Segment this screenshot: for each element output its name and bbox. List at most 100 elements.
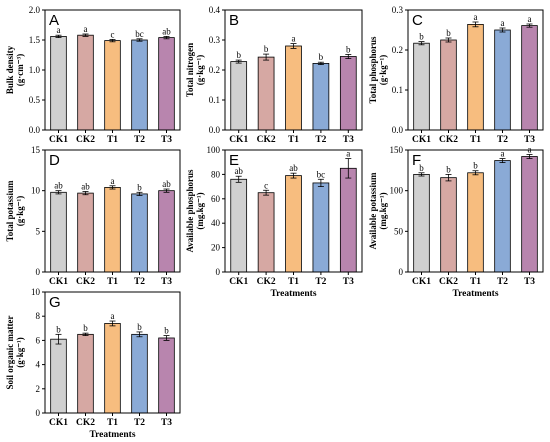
y-tick-label: 0.1 [209, 95, 220, 105]
significance-letter: b [264, 44, 269, 54]
plot-frame [44, 291, 181, 414]
y-axis-unit: (g·kg⁻¹) [378, 55, 388, 85]
y-axis-title: Total nitrogen [185, 43, 195, 97]
y-tick-label: 80 [211, 169, 221, 179]
y-tick-label: 0.4 [209, 5, 221, 15]
x-axis-title: Treatments [270, 289, 316, 299]
bar-t3 [521, 156, 538, 273]
y-tick-label: 0 [399, 267, 404, 277]
x-tick-label: CK1 [49, 418, 68, 428]
x-tick-label: T2 [134, 277, 145, 287]
panel-label: F [412, 152, 421, 169]
bar-ck2 [257, 56, 275, 131]
x-tick-label: T2 [134, 418, 145, 428]
x-tick-label: CK2 [257, 277, 276, 287]
significance-letter: a [501, 18, 505, 28]
bar-ck1 [413, 173, 430, 273]
significance-letter: ab [54, 181, 63, 191]
y-tick-label: 0.3 [209, 35, 221, 45]
x-tick-label: CK2 [439, 277, 458, 287]
x-tick-label: CK2 [439, 135, 458, 145]
y-tick-label: 40 [211, 218, 221, 228]
bar-t1 [285, 175, 302, 273]
bar-ck2 [257, 192, 275, 273]
significance-letter: c [264, 180, 268, 190]
significance-letter: ab [81, 181, 90, 191]
x-tick-label: T1 [107, 418, 118, 428]
significance-letter: a [292, 34, 296, 44]
plot-frame [224, 9, 363, 131]
significance-letter: b [83, 323, 88, 333]
bar-ck2 [77, 192, 94, 273]
bar-ck1 [413, 42, 430, 131]
bar-t3 [521, 25, 538, 131]
panel-f: 0 50 100 150 b CK1 b CK2 b T1 a T2 a T3 F Available pot… [368, 144, 544, 299]
x-tick-label: T3 [161, 418, 172, 428]
bar-t2 [131, 193, 148, 273]
y-tick-label: 100 [207, 145, 221, 155]
significance-letter: b [236, 50, 241, 60]
bar-t3 [339, 167, 357, 273]
x-tick-label: CK2 [76, 277, 95, 287]
bar-ck2 [440, 177, 457, 273]
panel-label: G [49, 294, 61, 311]
significance-letter: ab [289, 163, 298, 173]
significance-letter: b [419, 163, 424, 173]
bar-ck2 [77, 34, 94, 131]
panel-a: 0.0 0.5 1.0 1.5 2.0 a CK1 a CK2 c T1 bc T2 ab T3 A Bulk … [5, 5, 181, 145]
x-tick-label: CK1 [229, 277, 248, 287]
y-axis-unit: (mg.kg⁻¹) [378, 192, 388, 229]
panel-label: B [229, 12, 239, 29]
y-tick-label: 10 [31, 186, 41, 196]
y-tick-label: 0 [36, 408, 41, 418]
bar-t1 [467, 172, 484, 273]
bar-ck2 [77, 333, 94, 414]
y-axis-unit: (g·kg⁻¹) [15, 337, 25, 367]
x-tick-label: T2 [497, 135, 508, 145]
y-axis-title: Total potassium [5, 180, 15, 241]
panel-label: E [229, 152, 239, 169]
y-axis-unit: (g·cm⁻³) [15, 54, 25, 86]
y-tick-label: 0.3 [392, 5, 404, 15]
significance-letter: a [528, 144, 532, 154]
y-axis-unit: (g·kg⁻¹) [15, 196, 25, 226]
significance-letter: a [501, 149, 505, 159]
x-tick-label: T1 [288, 277, 299, 287]
y-axis-unit: (mg.kg⁻¹) [195, 192, 205, 229]
bar-t2 [494, 160, 511, 273]
x-tick-label: T1 [107, 277, 118, 287]
y-tick-label: 0.2 [209, 65, 220, 75]
y-tick-label: 2.0 [29, 5, 41, 15]
significance-letter: ab [162, 179, 171, 189]
y-tick-label: 4 [36, 360, 41, 370]
plot-frame [44, 149, 181, 273]
significance-letter: b [419, 32, 424, 42]
bar-ck2 [440, 39, 457, 131]
y-tick-label: 50 [394, 226, 404, 236]
significance-letter: b [473, 161, 478, 171]
y-tick-label: 0.0 [209, 125, 221, 135]
x-tick-label: T3 [524, 135, 535, 145]
bar-t1 [285, 45, 302, 131]
panel-c: 0.0 0.1 0.2 0.3 b CK1 b CK2 a T1 a T2 a T3 C Total phos… [368, 5, 544, 145]
plot-frame [44, 9, 181, 131]
plot-frame [224, 149, 363, 273]
x-axis-title: Treatments [89, 430, 135, 440]
bar-ck1 [50, 191, 67, 273]
significance-letter: ab [234, 166, 243, 176]
y-tick-label: 0.0 [392, 125, 404, 135]
bar-t2 [312, 182, 330, 273]
y-axis-unit: (g·kg⁻¹) [195, 55, 205, 85]
bar-t2 [131, 39, 148, 131]
x-tick-label: T2 [134, 135, 145, 145]
bar-t3 [158, 190, 175, 273]
bar-t2 [312, 63, 330, 131]
significance-letter: b [346, 44, 351, 54]
x-tick-label: T2 [315, 135, 326, 145]
significance-letter: b [137, 182, 142, 192]
bar-ck1 [230, 61, 248, 131]
y-axis-title: Available potassium [368, 172, 378, 250]
y-tick-label: 5 [36, 226, 41, 236]
bar-t3 [158, 37, 175, 131]
